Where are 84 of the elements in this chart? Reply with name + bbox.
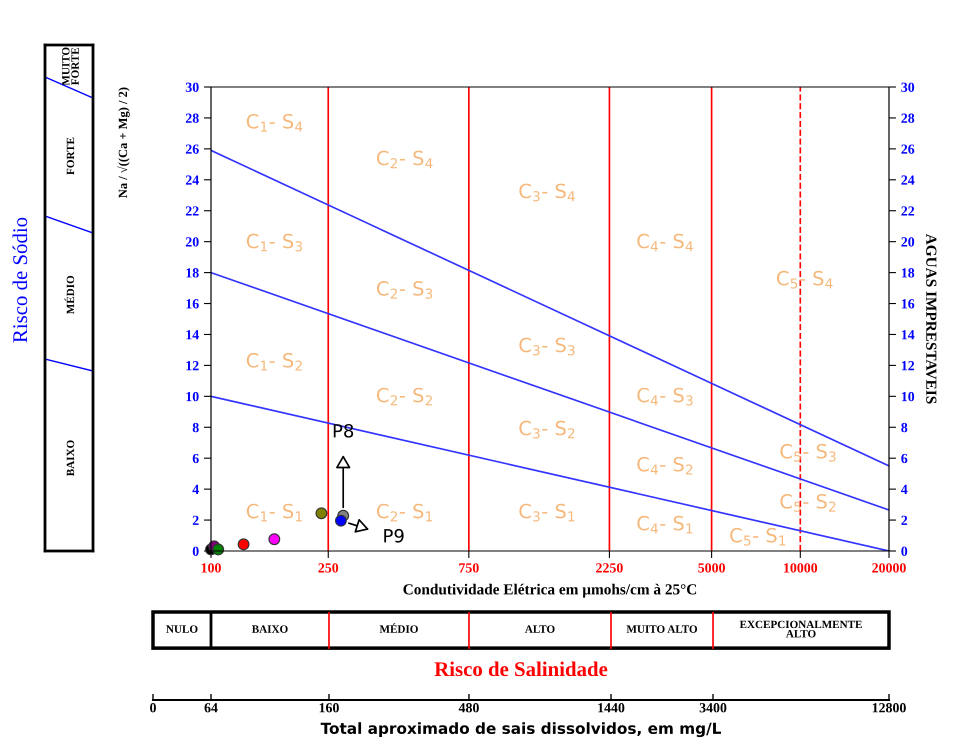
category-label: ALTO [524, 625, 555, 633]
annotation: C$_{3}$- S$_{4}$ [519, 184, 575, 202]
y2-tick-label: 8 [901, 422, 908, 432]
y-tick-label: 0 [192, 546, 199, 556]
y-tick-label: 6 [192, 454, 199, 464]
x-tick-label: 2250 [596, 563, 623, 573]
y-axis-title: Na / √((Ca + Mg) / 2) [117, 88, 130, 198]
x-tick-label: 750 [459, 563, 479, 573]
y-tick-label: 22 [186, 206, 199, 216]
category-label: MUITO ALTO [626, 625, 698, 633]
annotation: C$_{1}$- S$_{1}$ [246, 504, 302, 522]
category-label: NULO [166, 625, 198, 633]
text: 480 [458, 703, 479, 712]
annotation: C$_{5}$- S$_{4}$ [777, 270, 833, 289]
y2-axis-title: AGUAS IMPRESTAVEIS [926, 234, 936, 404]
text: Total aproximado de sais dissolvidos, em mg/L [320, 722, 721, 738]
y2-tick-label: 22 [901, 206, 914, 216]
y2-tick-label: 0 [901, 546, 908, 556]
annotation: C$_{4}$- S$_{3}$ [637, 388, 693, 406]
y-tick-label: 8 [192, 422, 199, 432]
annotation: C$_{4}$- S$_{2}$ [637, 456, 692, 474]
annotation: C$_{3}$- S$_{3}$ [519, 338, 575, 356]
y-tick-label: 18 [186, 268, 199, 278]
text: Risco de Salinidade [434, 662, 608, 676]
y2-tick-label: 14 [902, 330, 914, 340]
y-tick-label: 14 [186, 330, 199, 340]
y2-tick-label: 12 [902, 361, 914, 370]
y2-tick-label: 20 [901, 237, 914, 247]
y-tick-label: 12 [186, 361, 199, 370]
y2-tick-label: 24 [901, 175, 914, 185]
y-tick-label: 16 [186, 299, 199, 308]
annotation: C$_{5}$- S$_{3}$ [780, 444, 836, 462]
y-tick-label: 20 [186, 237, 199, 247]
x-axis-title: Condutividade Elétrica em µmohs/cm à 25°C [403, 584, 696, 598]
annotation: C$_{1}$- S$_{4}$ [246, 114, 302, 132]
category-label: MUITO FORTE [62, 47, 79, 86]
text: Risco de Sódio [12, 218, 28, 342]
y-tick-label: 28 [186, 114, 199, 123]
annotation: C$_{5}$- S$_{2}$ [780, 494, 836, 512]
annotation: C$_{1}$- S$_{2}$ [246, 352, 302, 371]
y2-tick-label: 4 [900, 484, 908, 494]
annotation: C$_{2}$- S$_{4}$ [377, 150, 433, 168]
annotation: C$_{3}$- S$_{2}$ [519, 420, 574, 438]
annotation: C$_{2}$- S$_{1}$ [377, 504, 432, 522]
category-label: MÉDIO [64, 276, 74, 314]
y2-tick-label: 16 [902, 299, 914, 308]
annotation: P8 [334, 424, 354, 438]
text: 3400 [700, 703, 726, 712]
y-tick-label: 2 [192, 516, 199, 525]
category-label: EXCEPCIONALMENTE ALTO [740, 620, 862, 638]
y2-tick-label: 28 [901, 114, 914, 123]
annotation: C$_{3}$- S$_{1}$ [519, 504, 574, 522]
text: 1440 [598, 703, 624, 712]
y2-tick-label: 26 [901, 144, 914, 154]
category-label: BAIXO [66, 440, 74, 476]
y2-tick-label: 6 [901, 454, 908, 464]
x-tick-label: 5000 [698, 563, 725, 573]
annotation: C$_{4}$- S$_{1}$ [637, 516, 692, 534]
category-label: BAIXO [252, 625, 288, 633]
y-tick-label: 24 [186, 175, 199, 185]
y-tick-label: 26 [186, 144, 199, 154]
annotation: C$_{4}$- S$_{4}$ [637, 234, 693, 252]
y-tick-label: 30 [186, 82, 199, 92]
y2-tick-label: 30 [901, 82, 914, 92]
x-tick-label: 20000 [872, 563, 906, 573]
y2-tick-label: 10 [902, 392, 914, 402]
category-label: MÉDIO [380, 623, 418, 633]
annotation: C$_{2}$- S$_{3}$ [377, 281, 432, 299]
text: 12800 [872, 703, 906, 712]
category-label: FORTE [66, 138, 74, 175]
text: 0 [150, 703, 156, 712]
annotation: P9 [384, 528, 404, 543]
annotation: C$_{2}$- S$_{2}$ [377, 388, 432, 406]
x-tick-label: 100 [202, 563, 221, 573]
annotation: C$_{5}$- S$_{1}$ [730, 528, 786, 546]
y2-tick-label: 18 [902, 268, 914, 278]
x-tick-label: 10000 [784, 563, 818, 573]
y-tick-label: 4 [192, 484, 199, 494]
text: 160 [320, 703, 339, 712]
y-tick-label: 10 [186, 392, 199, 402]
annotation: C$_{1}$- S$_{3}$ [246, 234, 302, 252]
x-tick-label: 250 [318, 563, 338, 573]
text: 64 [204, 703, 218, 712]
y2-tick-label: 2 [901, 516, 908, 525]
